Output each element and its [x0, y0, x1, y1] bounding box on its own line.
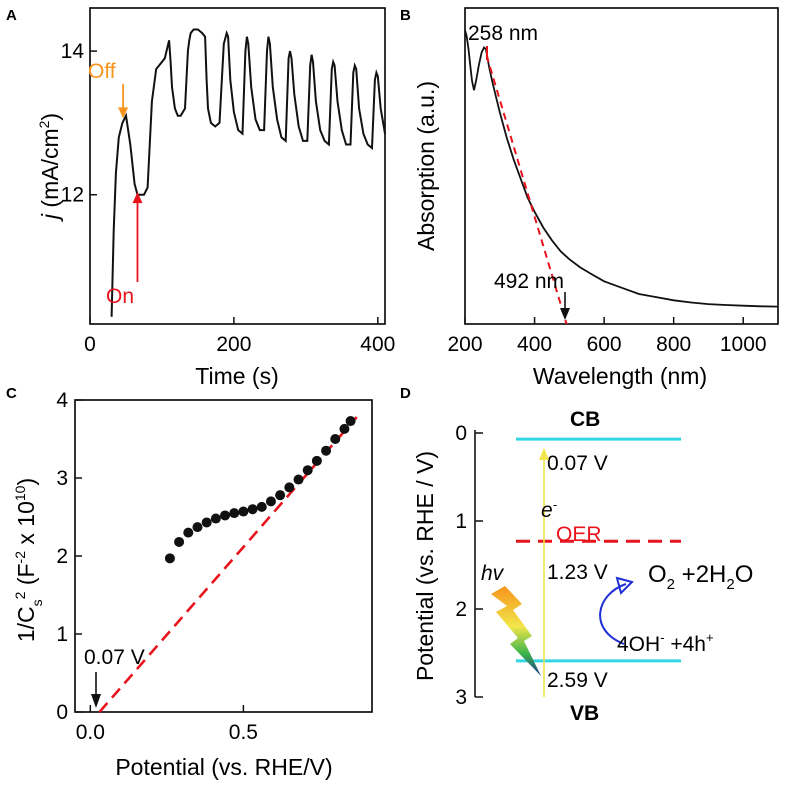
panel-c-y-tick-label: 0: [56, 701, 68, 724]
panel-label-b: B: [400, 7, 411, 24]
panel-a-y-tick-label: 14: [61, 40, 85, 63]
panel-c-data-point: [220, 510, 231, 521]
panel-a-x-tick-label: 0: [84, 333, 96, 356]
panel-d-reactants-label: 4OH- +4h+: [617, 630, 714, 656]
panel-a-chart: 0 200 400 12 14 Time (s) j (mA/cm2) Off On: [36, 7, 395, 389]
panel-label-a: A: [6, 7, 17, 24]
panel-c-data-point: [311, 455, 322, 466]
panel-b-x-tick-label: 1000: [720, 333, 767, 356]
panel-c-data-point: [174, 536, 185, 547]
panel-c-data-point: [164, 553, 175, 564]
panel-b-x-tick-label: 400: [517, 333, 552, 356]
panel-a-off-arrowhead: [118, 107, 129, 119]
panel-a-x-axis-label: Time (s): [195, 363, 278, 389]
panel-c-data-point: [265, 496, 276, 507]
panel-a-x-tick-label: 400: [360, 333, 395, 356]
panel-d-y-tick-label: 3: [455, 686, 467, 709]
panel-c-data-point: [275, 490, 286, 501]
panel-a-y-axis-label: j (mA/cm2): [36, 113, 63, 222]
panel-b-x-axis-label: Wavelength (nm): [533, 363, 707, 389]
panel-c-y-tick-label: 2: [56, 545, 68, 568]
panel-c-x-tick-label: 0.5: [229, 721, 258, 744]
panel-b-x-tick-label: 800: [656, 333, 691, 356]
panel-b-x-tick-label: 600: [587, 333, 622, 356]
panel-c-intercept-label: 0.07 V: [84, 646, 145, 669]
panel-d-vb-name: VB: [570, 702, 599, 725]
panel-c-data-point: [192, 522, 203, 533]
panel-d-vb-value: 2.59 V: [547, 669, 608, 692]
panel-a-frame: [89, 7, 386, 325]
panel-c-chart: 0.0 0.5 0 1 2 3 4 Potential (vs. RHE/V) 1/Cs2…: [12, 389, 373, 780]
panel-c-data-point: [293, 474, 304, 485]
panel-d-cb-value: 0.07 V: [547, 452, 608, 475]
panel-d-products-label: O2 +2H2O: [648, 561, 753, 593]
panel-d-reaction-arrowhead: [615, 576, 634, 595]
panel-a-on-arrowhead: [132, 192, 143, 204]
panel-a-x-tick-label: 200: [216, 333, 251, 356]
panel-c-y-axis-label: 1/Cs2 (F-2 x 1010): [12, 478, 45, 642]
panel-c-data-point: [330, 434, 341, 444]
panel-c-data-point: [229, 508, 240, 519]
panel-a-off-label: Off: [88, 60, 116, 83]
panel-c-data-point: [321, 445, 332, 456]
panel-d-y-tick-label: 1: [455, 510, 467, 533]
panel-c-data-point: [302, 465, 313, 476]
panel-a-on-label: On: [106, 285, 134, 308]
panel-c-data-point: [284, 482, 295, 493]
panel-c-data-point: [345, 416, 356, 427]
panel-c-y-tick-label: 1: [56, 623, 68, 646]
panel-d-oer-name: OER: [556, 523, 602, 546]
panel-b-tangent-line: [485, 55, 568, 325]
panel-b-y-axis-label: Absorption (a.u.): [413, 81, 439, 251]
panel-label-d: D: [400, 385, 411, 402]
panel-c-y-tick-label: 4: [56, 389, 68, 412]
panel-d-cb-name: CB: [570, 408, 600, 431]
panel-a-photocurrent-line: [110, 28, 386, 317]
panel-b-absorption-line: [464, 29, 779, 308]
panel-c-intercept-arrowhead: [91, 694, 101, 708]
panel-d-y-axis-label: Potential (vs. RHE / V): [412, 451, 438, 681]
lightning-bolt-icon: [491, 586, 541, 676]
panel-a-y-tick-label: 12: [61, 184, 84, 207]
panel-d-reaction-arrow: [599, 583, 627, 645]
panel-c-data-point: [183, 527, 194, 538]
panel-label-c: C: [6, 385, 17, 402]
panel-b-peak-label: 258 nm: [468, 22, 538, 45]
panel-c-data-point: [256, 501, 267, 512]
panel-b-x-tick-label: 200: [447, 333, 482, 356]
panel-b-chart: 200 400 600 800 1000 Wavelength (nm) Absorpt…: [413, 7, 779, 389]
panel-d-y-tick-label: 2: [455, 598, 467, 621]
panel-d-diagram: 0 1 2 3 Potential (vs. RHE / V) CB 0.07 V O…: [412, 408, 753, 725]
panel-c-data-point: [201, 517, 212, 528]
panel-c-data-point: [210, 513, 221, 524]
panel-c-data-point: [247, 504, 258, 515]
panel-b-edge-label: 492 nm: [494, 270, 564, 293]
panel-d-electron-label: e-: [541, 497, 558, 522]
panel-c-data-point: [339, 423, 350, 434]
panel-d-oer-value: 1.23 V: [547, 561, 608, 584]
panel-c-x-tick-label: 0.0: [76, 721, 105, 744]
panel-d-excitation-arrowhead: [539, 448, 549, 460]
panel-c-fit-line: [98, 416, 358, 713]
panel-d-y-tick-label: 0: [455, 422, 467, 445]
panel-c-data-point: [238, 506, 249, 517]
panel-c-y-tick-label: 3: [56, 467, 68, 490]
panel-b-frame: [464, 7, 779, 325]
panel-c-x-axis-label: Potential (vs. RHE/V): [115, 754, 332, 780]
panel-b-edge-arrowhead: [560, 308, 570, 320]
panel-d-hv-label: hv: [481, 562, 505, 585]
